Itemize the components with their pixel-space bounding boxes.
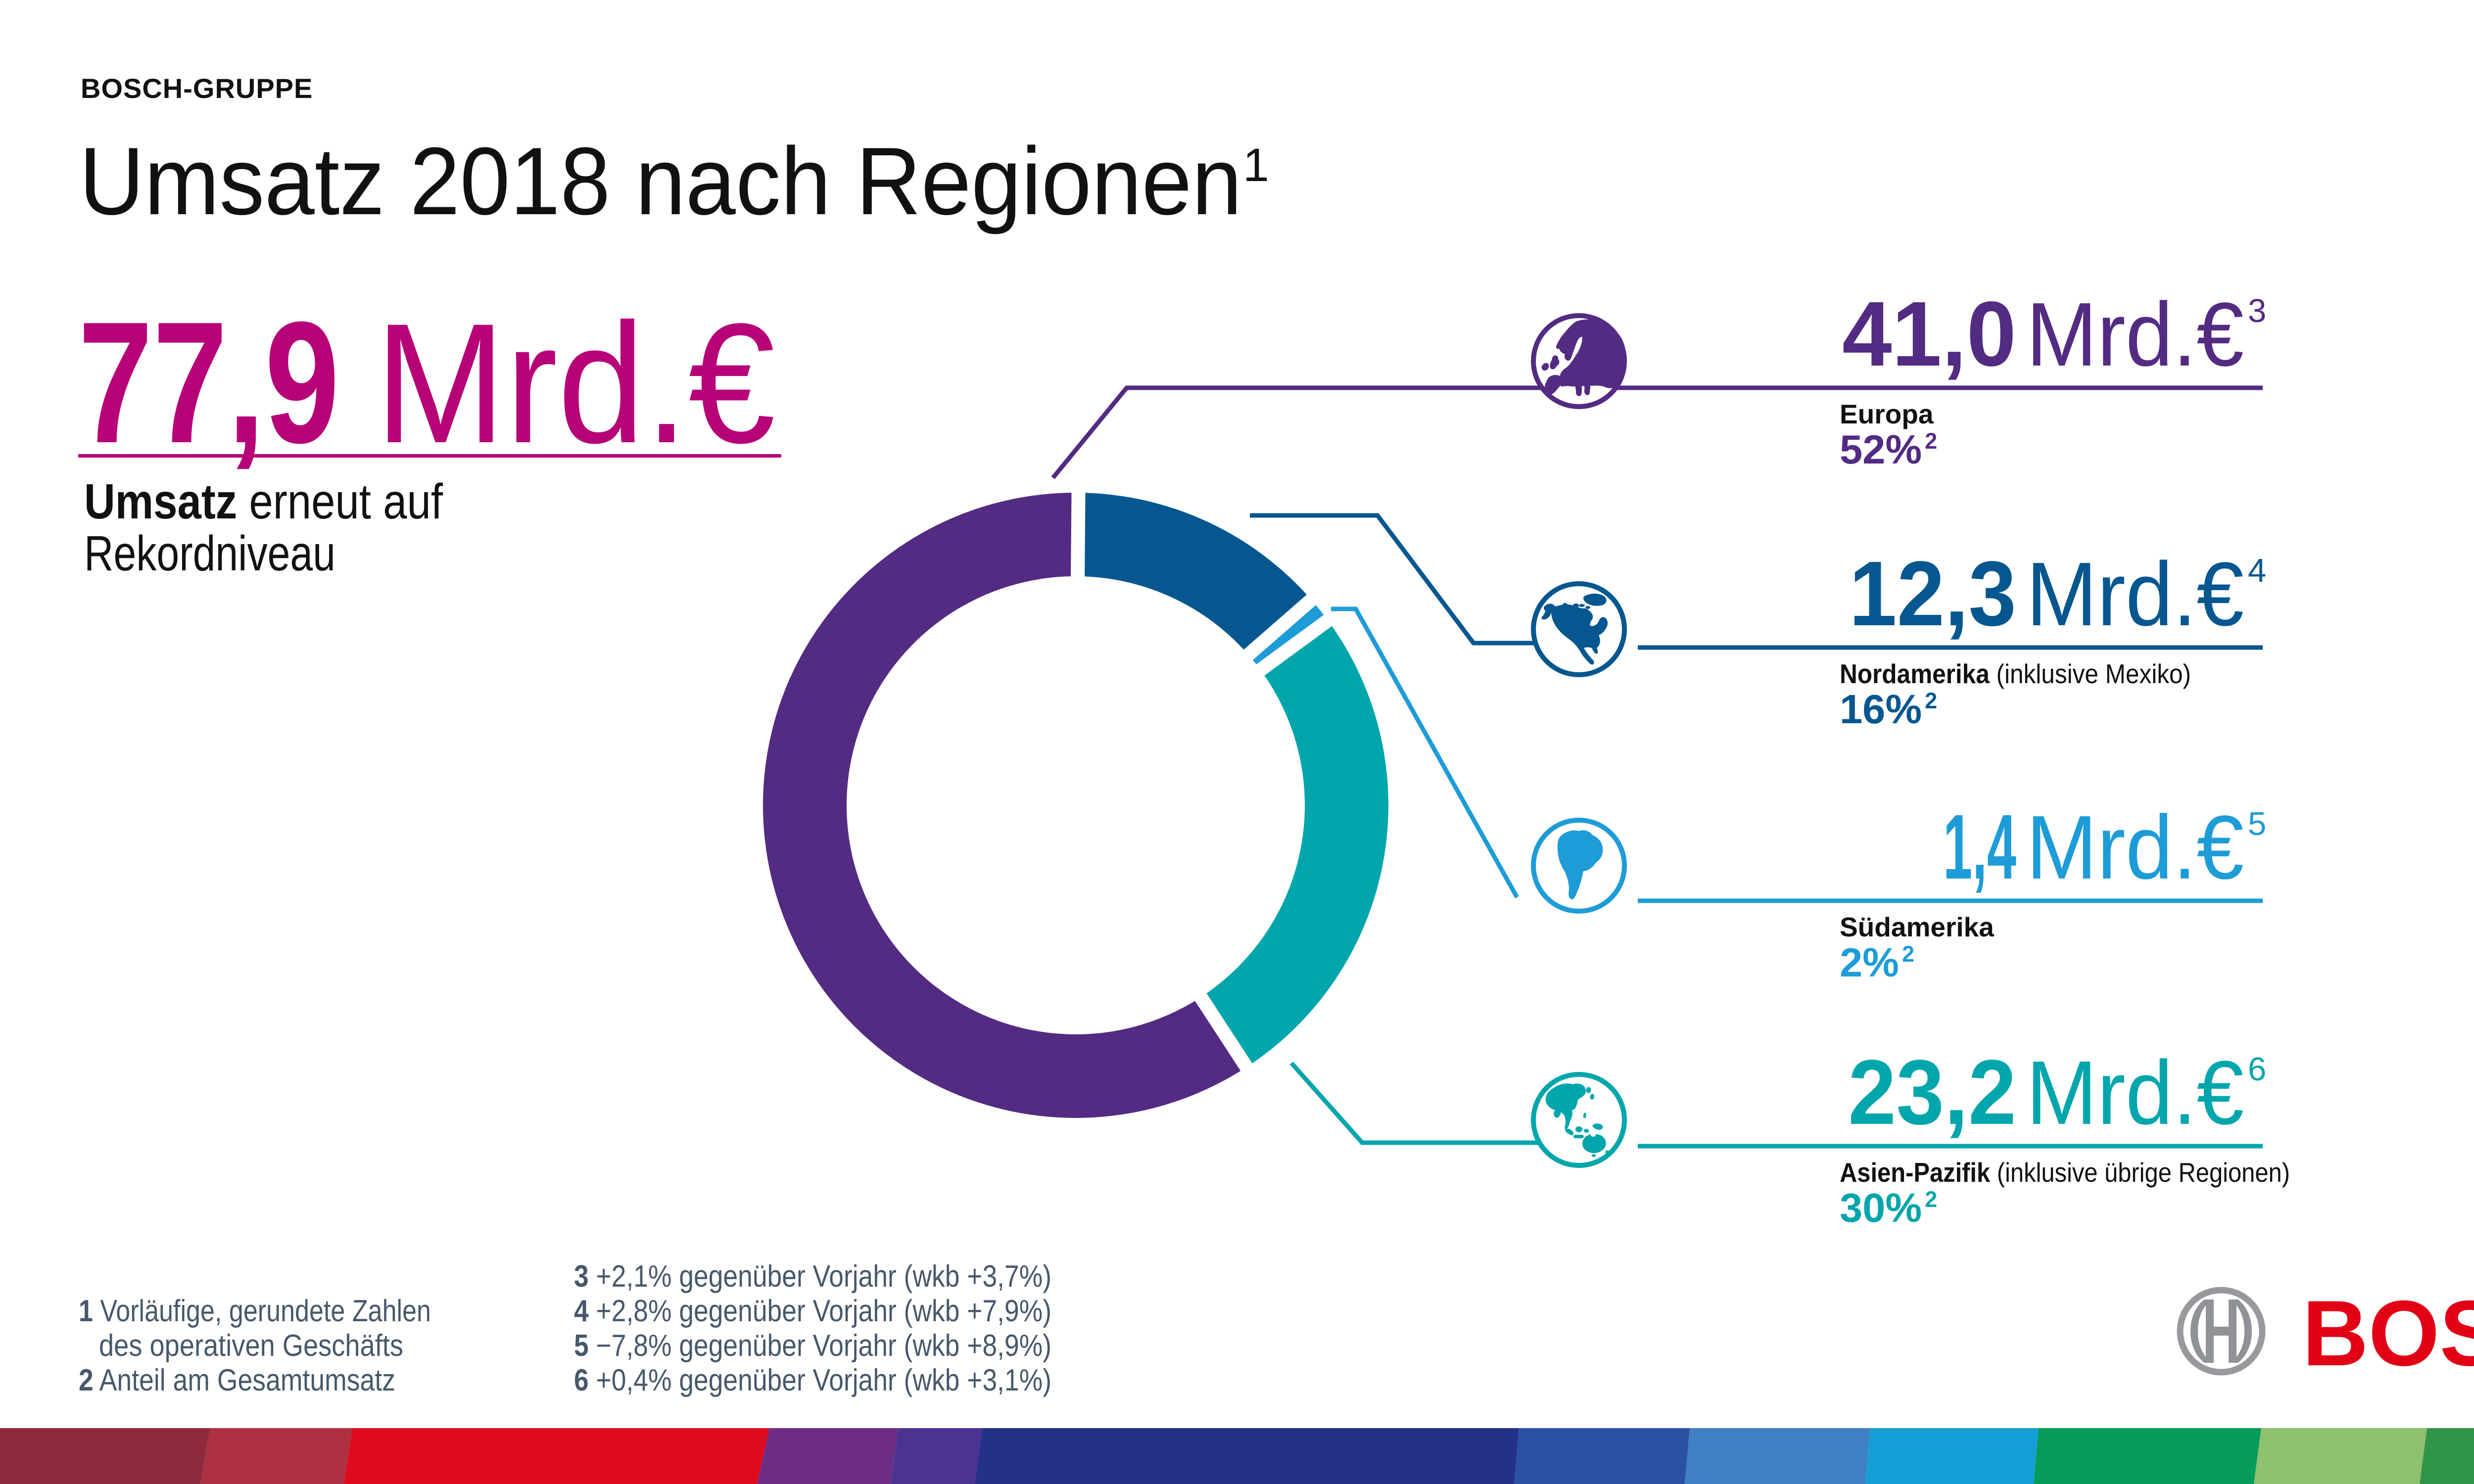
svg-text:2 Anteil am Gesamtumsatz: 2 Anteil am Gesamtumsatz xyxy=(79,1363,395,1397)
svg-text:6 +0,4% gegenüber Vorjahr (wkb: 6 +0,4% gegenüber Vorjahr (wkb +3,1%) xyxy=(574,1363,1051,1397)
svg-text:6: 6 xyxy=(2248,1051,2266,1088)
svg-text:BOSCH-GRUPPE: BOSCH-GRUPPE xyxy=(81,73,313,104)
svg-text:Asien-Pazifik (inklusive übrig: Asien-Pazifik (inklusive übrige Regionen… xyxy=(1840,1157,2290,1188)
svg-text:30%2: 30% 2 xyxy=(1840,1185,1937,1231)
svg-text:3: 3 xyxy=(2248,292,2266,329)
svg-text:Mrd.€: Mrd.€ xyxy=(375,288,775,479)
svg-text:1 Vorläufige, gerundete Zahlen: 1 Vorläufige, gerundete Zahlen xyxy=(79,1294,431,1328)
svg-text:des operativen Geschäfts: des operativen Geschäfts xyxy=(99,1329,403,1363)
svg-text:77,9: 77,9 xyxy=(78,286,339,479)
svg-text:5 −7,8% gegenüber Vorjahr (wkb: 5 −7,8% gegenüber Vorjahr (wkb +8,9%) xyxy=(574,1329,1051,1363)
svg-text:2%2: 2% 2 xyxy=(1840,939,1914,985)
svg-text:BOSCH: BOSCH xyxy=(2302,1281,2474,1385)
svg-text:Umsatz erneut auf: Umsatz erneut auf xyxy=(84,474,443,529)
svg-text:Nordamerika (inklusive Mexiko): Nordamerika (inklusive Mexiko) xyxy=(1840,658,2191,689)
svg-text:4 +2,8% gegenüber Vorjahr (wkb: 4 +2,8% gegenüber Vorjahr (wkb +7,9%) xyxy=(574,1294,1051,1328)
svg-text:3 +2,1% gegenüber Vorjahr (wkb: 3 +2,1% gegenüber Vorjahr (wkb +3,7%) xyxy=(574,1259,1051,1294)
svg-text:Rekordniveau: Rekordniveau xyxy=(84,526,335,581)
svg-text:Umsatz 2018 nach Regionen: Umsatz 2018 nach Regionen xyxy=(79,128,1242,235)
svg-text:Südamerika: Südamerika xyxy=(1840,912,1994,942)
svg-text:52%2: 52% 2 xyxy=(1840,426,1937,472)
svg-text:16%2: 16% 2 xyxy=(1840,686,1937,732)
svg-text:1: 1 xyxy=(1243,139,1269,191)
svg-text:5: 5 xyxy=(2248,805,2266,842)
svg-text:Europa: Europa xyxy=(1840,399,1934,429)
svg-text:4: 4 xyxy=(2248,552,2266,589)
